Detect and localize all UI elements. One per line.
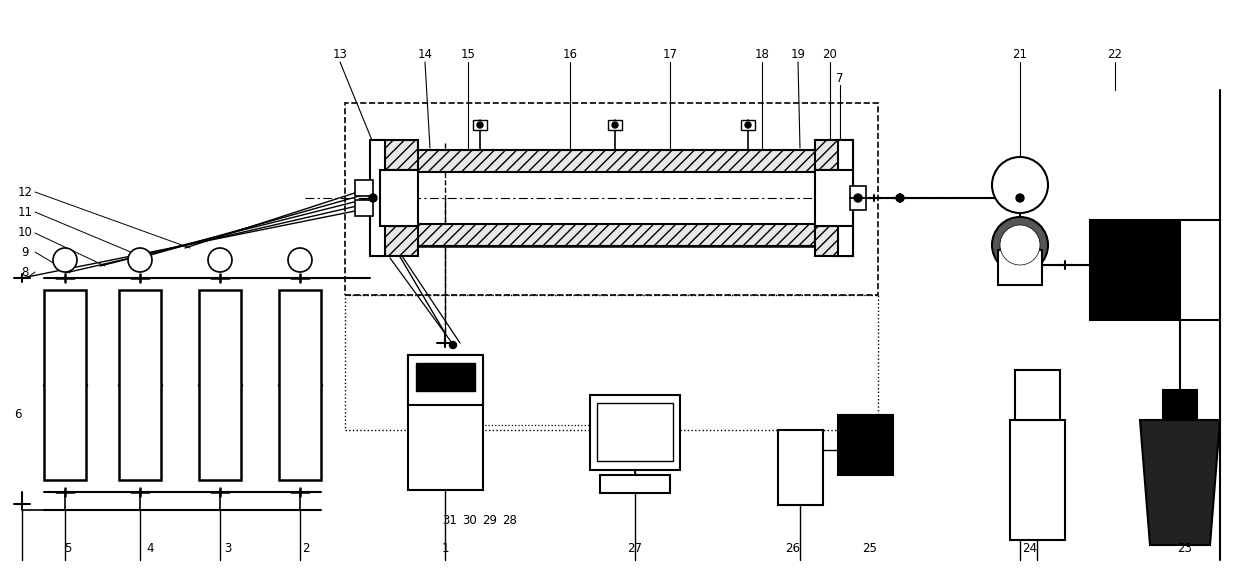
Circle shape (53, 248, 77, 272)
Text: 28: 28 (502, 514, 517, 526)
Text: 12: 12 (17, 185, 32, 199)
Text: 18: 18 (755, 48, 770, 61)
Text: 8: 8 (21, 266, 29, 278)
Bar (355, 180, 373, 196)
Text: 4: 4 (146, 541, 154, 554)
Text: 10: 10 (17, 227, 32, 239)
Text: 30: 30 (463, 514, 477, 526)
Text: 13: 13 (332, 48, 347, 61)
Text: 17: 17 (662, 48, 677, 61)
Circle shape (1016, 194, 1024, 202)
Text: 25: 25 (863, 541, 878, 554)
Text: 20: 20 (822, 48, 837, 61)
Circle shape (208, 248, 232, 272)
Text: 23: 23 (1178, 541, 1193, 554)
Bar (838, 140, 853, 256)
Circle shape (999, 225, 1040, 265)
Circle shape (992, 217, 1048, 273)
Text: 7: 7 (836, 72, 843, 84)
Circle shape (477, 122, 484, 128)
Bar (43, 290, 86, 480)
Bar (345, 103, 878, 295)
Circle shape (854, 194, 862, 202)
Circle shape (370, 194, 377, 202)
Bar (379, 140, 418, 170)
Bar (600, 475, 670, 493)
Circle shape (992, 157, 1048, 213)
Bar (815, 226, 853, 256)
Circle shape (288, 248, 312, 272)
Bar (472, 120, 487, 130)
Bar (590, 395, 680, 470)
Text: 2: 2 (303, 541, 310, 554)
Bar (777, 430, 823, 505)
Text: 16: 16 (563, 48, 578, 61)
Text: 22: 22 (1107, 48, 1122, 61)
Bar (415, 363, 475, 391)
Bar (415, 224, 825, 246)
Text: 15: 15 (460, 48, 475, 61)
Text: 1: 1 (441, 541, 449, 554)
Circle shape (745, 122, 751, 128)
Text: 3: 3 (224, 541, 232, 554)
Bar (345, 295, 878, 430)
Bar (1090, 220, 1180, 320)
Bar (1163, 390, 1197, 420)
Bar (1016, 370, 1060, 420)
Bar (119, 290, 161, 480)
Circle shape (449, 342, 456, 348)
Text: 29: 29 (482, 514, 497, 526)
Text: 19: 19 (791, 48, 806, 61)
Bar (408, 355, 484, 490)
Text: 5: 5 (64, 541, 72, 554)
Bar (370, 140, 384, 256)
Bar (279, 290, 321, 480)
Text: 31: 31 (443, 514, 458, 526)
Text: 11: 11 (17, 205, 32, 219)
Bar (596, 403, 673, 461)
Polygon shape (1140, 420, 1220, 545)
Text: 9: 9 (21, 246, 29, 258)
Text: 26: 26 (785, 541, 801, 554)
Bar (415, 150, 825, 172)
Bar (198, 290, 241, 480)
Bar (1011, 420, 1065, 540)
Bar (408, 355, 484, 405)
Bar (838, 415, 893, 475)
Text: 24: 24 (1023, 541, 1038, 554)
Bar (379, 226, 418, 256)
Bar (849, 198, 866, 210)
Bar (849, 186, 866, 198)
Bar (742, 120, 755, 130)
Bar (379, 170, 418, 226)
Circle shape (128, 248, 153, 272)
Text: 14: 14 (418, 48, 433, 61)
Text: 27: 27 (627, 541, 642, 554)
Circle shape (897, 194, 904, 202)
Bar (355, 200, 373, 216)
Bar (815, 140, 853, 170)
Circle shape (613, 122, 618, 128)
Text: 21: 21 (1013, 48, 1028, 61)
Text: 6: 6 (14, 409, 22, 421)
Bar (998, 250, 1042, 285)
Bar (608, 120, 622, 130)
Bar (815, 170, 853, 226)
